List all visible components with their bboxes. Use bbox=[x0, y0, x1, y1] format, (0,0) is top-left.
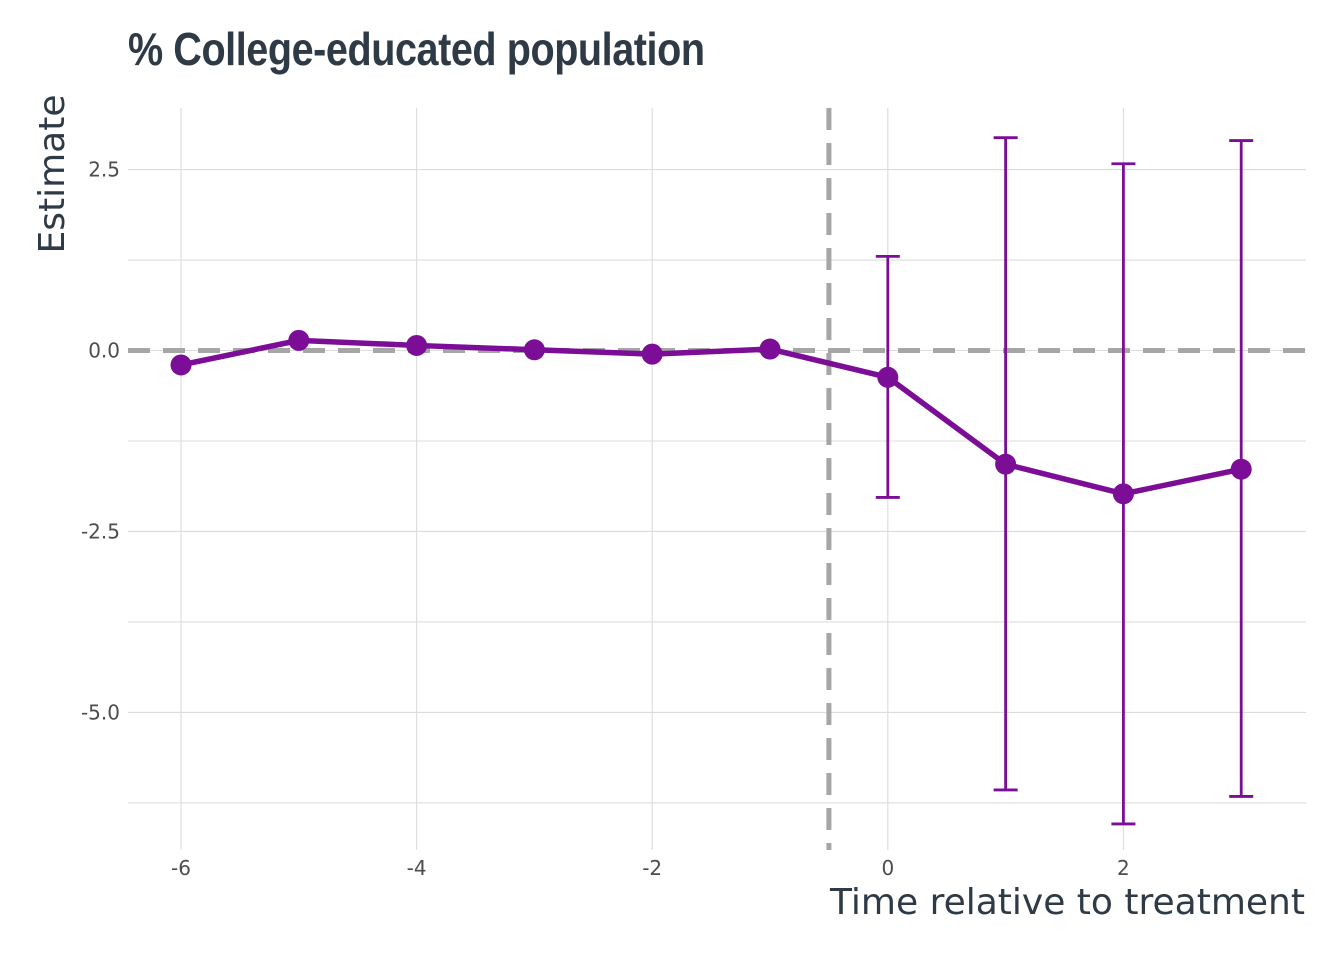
series-line bbox=[180, 337, 1242, 497]
y-tick-label: 2.5 bbox=[88, 158, 120, 182]
data-point bbox=[641, 343, 663, 365]
x-tick-label: 0 bbox=[881, 856, 894, 880]
x-axis-ticks: -6 -4 -2 0 2 bbox=[171, 856, 1130, 880]
data-point bbox=[1230, 458, 1252, 480]
data-point bbox=[877, 366, 899, 388]
y-axis-ticks: 2.5 0.0 -2.5 -5.0 bbox=[81, 158, 120, 725]
y-tick-label: -2.5 bbox=[81, 519, 120, 543]
data-point bbox=[170, 354, 192, 376]
grid-lines bbox=[128, 108, 1306, 850]
x-tick-label: 2 bbox=[1117, 856, 1130, 880]
x-tick-label: -4 bbox=[407, 856, 427, 880]
data-point bbox=[995, 453, 1017, 475]
data-points bbox=[170, 329, 1252, 505]
x-axis-title: Time relative to treatment bbox=[829, 882, 1305, 923]
data-point bbox=[759, 338, 781, 360]
data-point bbox=[1112, 483, 1134, 505]
x-tick-label: -6 bbox=[171, 856, 191, 880]
y-axis-title: Estimate bbox=[32, 94, 73, 253]
data-point bbox=[406, 334, 428, 356]
chart-title: % College-educated population bbox=[128, 23, 705, 75]
y-tick-label: -5.0 bbox=[81, 700, 120, 724]
series-line-group bbox=[180, 337, 1242, 497]
data-point bbox=[288, 329, 310, 351]
y-tick-label: 0.0 bbox=[88, 339, 120, 363]
reference-lines bbox=[128, 108, 1306, 850]
data-point bbox=[523, 339, 545, 361]
x-tick-label: -2 bbox=[642, 856, 662, 880]
